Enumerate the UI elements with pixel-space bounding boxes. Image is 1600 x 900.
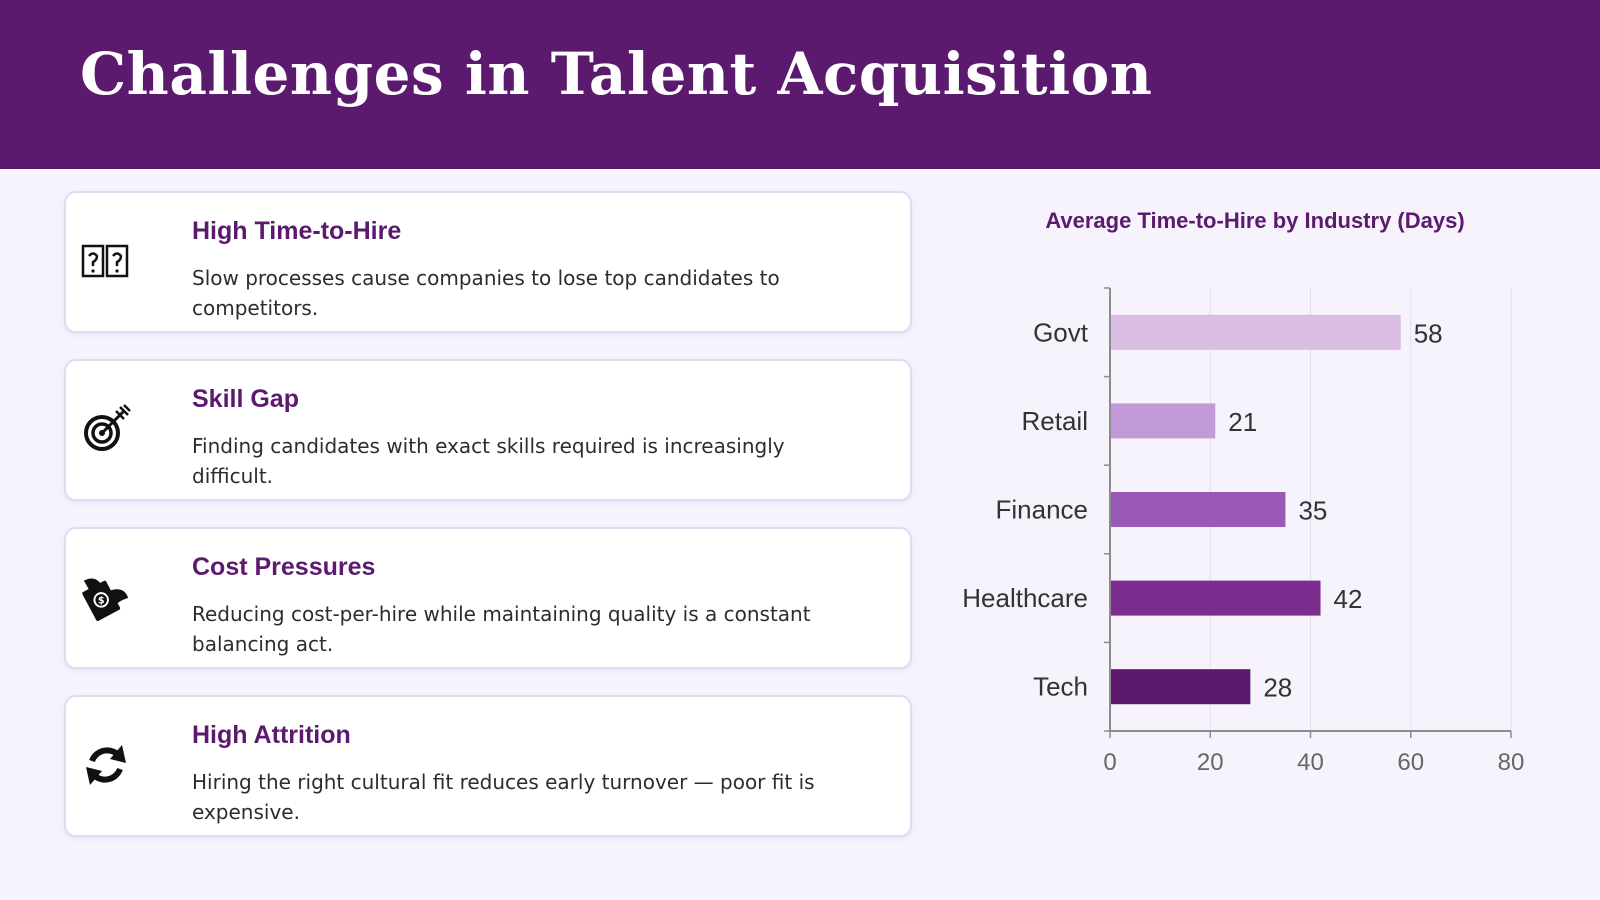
data-label: 58 (1414, 318, 1443, 348)
bar-healthcare (1111, 580, 1321, 616)
category-label: Retail (1022, 406, 1088, 436)
category-label: Finance (996, 495, 1089, 525)
x-tick-label: 0 (1103, 749, 1116, 776)
card-description: Finding candidates with exact skills req… (192, 434, 785, 488)
svg-text:$: $ (98, 596, 105, 607)
category-label: Govt (1033, 317, 1089, 347)
card-description: Hiring the right cultural fit reduces ea… (192, 770, 815, 824)
card-description: Reducing cost-per-hire while maintaining… (192, 602, 811, 656)
header-bar: Challenges in Talent Acquisition (0, 0, 1600, 169)
category-label: Healthcare (962, 583, 1088, 613)
time-to-hire-bar-chart: 0 20 40 60 80 Govt 58 Retail 21 Finance 35 Healthca… (962, 287, 1525, 776)
data-label: 42 (1334, 584, 1363, 614)
data-label: 28 (1263, 673, 1292, 703)
flying-money-icon: $ (80, 571, 132, 623)
card-description: Slow processes cause companies to lose t… (192, 266, 780, 320)
chart-title: Average Time-to-Hire by Industry (Days) (1045, 208, 1465, 233)
bar-govt (1111, 314, 1401, 350)
bar-finance (1111, 492, 1286, 527)
bar-tech (1111, 669, 1251, 705)
x-tick-label: 40 (1297, 749, 1324, 776)
challenge-card-time-to-hire: High Time-to-Hire Slow processes cause c… (64, 191, 912, 333)
data-label: 35 (1298, 496, 1327, 526)
bar-retail (1111, 403, 1216, 439)
card-title: High Attrition (192, 721, 351, 749)
x-tick-label: 60 (1397, 749, 1424, 776)
x-tick-label: 20 (1197, 749, 1224, 776)
card-title: High Time-to-Hire (192, 217, 402, 245)
target-icon (80, 403, 132, 455)
challenge-card-high-attrition: High Attrition Hiring the right cultural… (64, 695, 912, 837)
challenge-card-cost-pressures: $ Cost Pressures Reducing cost-per-hire … (64, 527, 912, 669)
refresh-icon (80, 739, 132, 791)
timer-icon (80, 235, 132, 287)
data-label: 21 (1228, 407, 1257, 437)
card-title: Skill Gap (192, 385, 299, 413)
challenge-card-skill-gap: Skill Gap Finding candidates with exact … (64, 359, 912, 501)
category-label: Tech (1033, 672, 1088, 702)
page-title: Challenges in Talent Acquisition (80, 40, 1153, 108)
card-title: Cost Pressures (192, 553, 376, 581)
x-tick-label: 80 (1498, 749, 1525, 776)
